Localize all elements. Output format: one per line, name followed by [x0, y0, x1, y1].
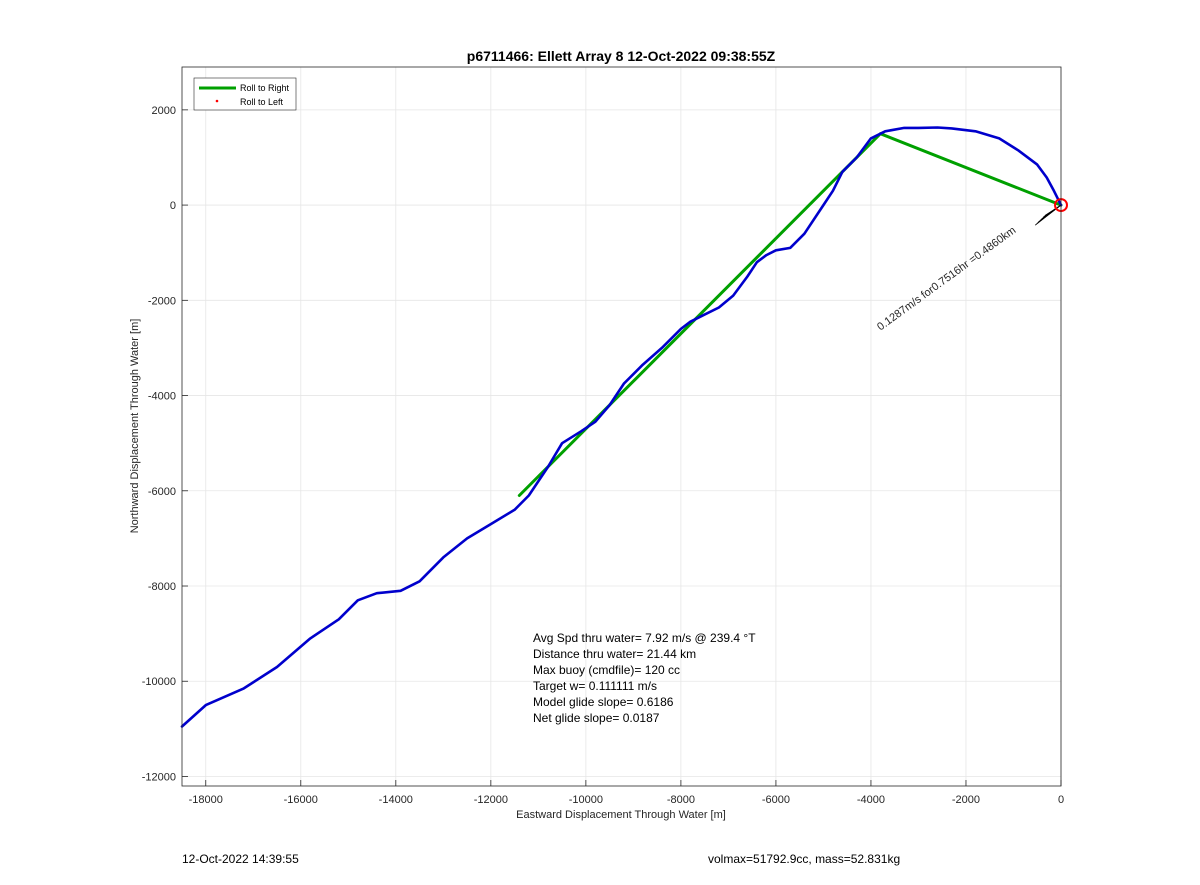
x-tick-label: -18000 — [189, 794, 223, 806]
legend-label-roll-left: Roll to Left — [240, 97, 284, 107]
stats-line: Net glide slope= 0.0187 — [533, 711, 660, 725]
y-tick-label: -8000 — [148, 581, 176, 593]
chart-title: p6711466: Ellett Array 8 12-Oct-2022 09:… — [467, 48, 776, 64]
y-tick-label: -12000 — [142, 771, 176, 783]
plot-background — [182, 67, 1061, 786]
stats-block: Avg Spd thru water= 7.92 m/s @ 239.4 °T D… — [533, 631, 756, 725]
x-tick-label: -6000 — [762, 794, 790, 806]
legend: Roll to Right Roll to Left — [193, 77, 297, 111]
y-tick-label: -6000 — [148, 486, 176, 498]
y-tick-label: 0 — [170, 200, 176, 212]
plot-frame — [181, 66, 1062, 787]
x-tick-label: 0 — [1058, 794, 1064, 806]
stats-line: Target w= 0.111111 m/s — [533, 679, 657, 693]
x-tick-label: -4000 — [857, 794, 885, 806]
y-tick-label: -2000 — [148, 295, 176, 307]
x-axis: -18000 -16000 -14000 -12000 -10000 -8000 -6000… — [189, 780, 1064, 806]
stats-line: Model glide slope= 0.6186 — [533, 695, 674, 709]
series-line-trajectory — [180, 126, 1063, 728]
y-tick-label: -4000 — [148, 391, 176, 403]
legend-swatch-roll-left — [215, 99, 219, 103]
stats-line: Distance thru water= 21.44 km — [533, 647, 696, 661]
stats-line: Max buoy (cmdfile)= 120 cc — [533, 663, 680, 677]
legend-box — [193, 77, 297, 111]
y-axis-label: Northward Displacement Through Water [m] — [129, 319, 141, 534]
y-tick-label: -10000 — [142, 676, 176, 688]
x-axis-label: Eastward Displacement Through Water [m] — [516, 809, 726, 821]
footer-summary: volmax=51792.9cc, mass=52.831kg — [708, 852, 901, 866]
x-tick-label: -16000 — [284, 794, 318, 806]
x-tick-label: -2000 — [952, 794, 980, 806]
stats-line: Avg Spd thru water= 7.92 m/s @ 239.4 °T — [533, 631, 756, 645]
x-tick-label: -8000 — [667, 794, 695, 806]
y-axis: -12000 -10000 -8000 -6000 -4000 -2000 0 2000 — [142, 105, 188, 783]
current-vector — [1044, 204, 1062, 216]
x-tick-label: -12000 — [474, 794, 508, 806]
footer-timestamp: 12-Oct-2022 14:39:55 — [182, 852, 299, 866]
y-tick-label: 2000 — [152, 105, 176, 117]
x-tick-label: -14000 — [379, 794, 413, 806]
x-tick-label: -10000 — [569, 794, 603, 806]
legend-label-roll-right: Roll to Right — [240, 83, 290, 93]
